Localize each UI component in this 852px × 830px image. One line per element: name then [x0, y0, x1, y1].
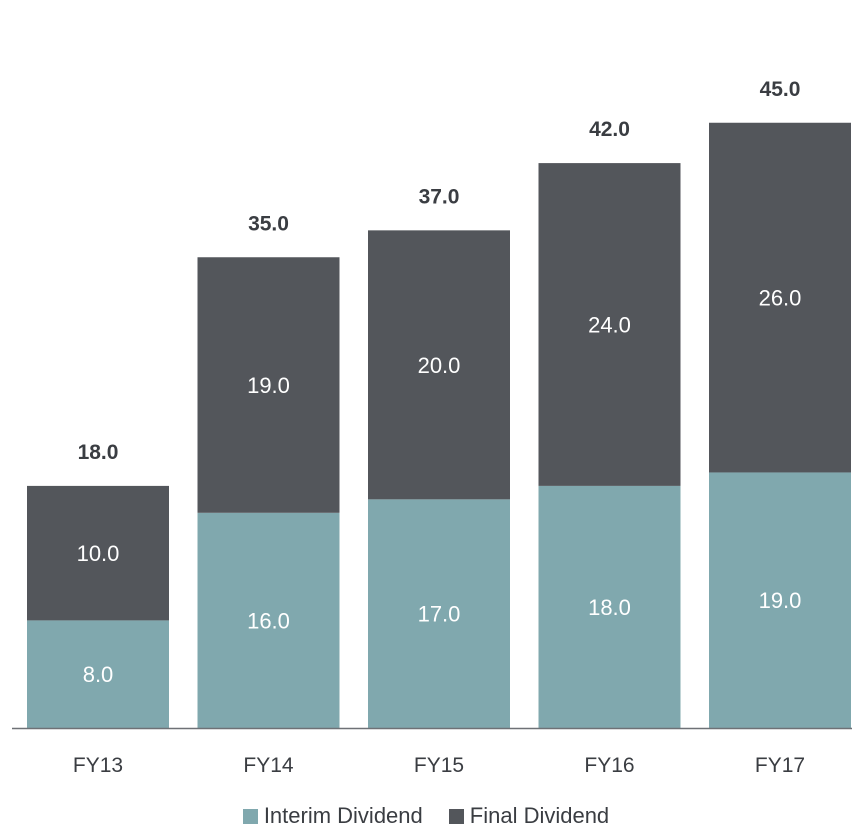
legend-swatch-interim — [242, 808, 258, 824]
bar-final-fy14 — [197, 257, 340, 513]
legend-item-interim: Interim Dividend — [242, 803, 423, 829]
data-label-final-fy14: 19.0 — [247, 373, 290, 398]
x-tick-label-fy17: FY17 — [755, 754, 805, 777]
total-label-fy16: 42.0 — [589, 118, 630, 141]
total-label-fy13: 18.0 — [78, 441, 119, 464]
legend-label-final: Final Dividend — [469, 803, 610, 828]
data-label-interim-fy17: 19.0 — [759, 588, 802, 613]
data-label-interim-fy13: 8.0 — [83, 662, 114, 687]
total-label-fy15: 37.0 — [419, 185, 460, 208]
legend-item-final: Final Dividend — [448, 803, 610, 829]
bar-final-fy13 — [27, 485, 169, 621]
bar-final-fy15 — [368, 230, 510, 500]
bar-interim-fy17 — [709, 472, 851, 728]
data-label-interim-fy16: 18.0 — [588, 595, 631, 620]
x-tick-label-fy16: FY16 — [584, 754, 634, 777]
data-label-final-fy15: 20.0 — [418, 353, 461, 378]
x-tick-label-fy14: FY14 — [243, 754, 294, 777]
data-label-final-fy13: 10.0 — [77, 541, 120, 566]
bar-interim-fy16 — [538, 485, 681, 728]
bar-final-fy17 — [709, 122, 851, 473]
legend-swatch-final — [448, 808, 464, 824]
legend-label-interim: Interim Dividend — [263, 803, 423, 828]
chart-legend: Interim Dividend Final Dividend — [0, 803, 852, 829]
total-label-fy14: 35.0 — [248, 212, 289, 235]
data-label-final-fy16: 24.0 — [588, 313, 631, 338]
data-label-interim-fy14: 16.0 — [247, 608, 290, 633]
total-label-fy17: 45.0 — [760, 78, 801, 101]
x-tick-label-fy15: FY15 — [414, 754, 464, 777]
bar-interim-fy13 — [27, 620, 169, 728]
bar-interim-fy14 — [197, 512, 340, 728]
data-label-interim-fy15: 17.0 — [418, 602, 461, 627]
bar-final-fy16 — [538, 163, 681, 486]
bar-interim-fy15 — [368, 499, 510, 728]
data-label-final-fy17: 26.0 — [759, 286, 802, 311]
x-tick-label-fy13: FY13 — [73, 754, 123, 777]
